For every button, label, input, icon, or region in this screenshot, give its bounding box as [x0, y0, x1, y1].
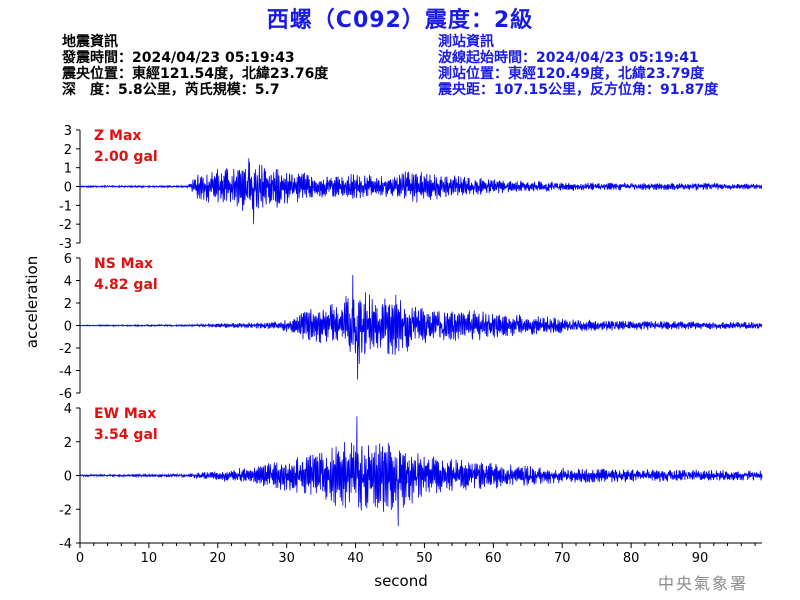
max-label-Z: Z Max — [94, 128, 141, 144]
y-tick-label-EW: 0 — [64, 470, 72, 485]
y-tick-label-NS: 4 — [64, 275, 72, 290]
y-tick-label-Z: -1 — [59, 199, 72, 214]
y-tick-label-EW: -4 — [59, 537, 72, 552]
y-tick-label-Z: -3 — [59, 237, 72, 252]
y-tick-label-Z: 2 — [64, 143, 72, 158]
y-tick-label-Z: 0 — [64, 181, 72, 196]
x-tick-label: 70 — [554, 551, 571, 566]
x-tick-label: 0 — [76, 551, 84, 566]
max-label-EW: EW Max — [94, 406, 156, 422]
y-axis-label: acceleration — [23, 256, 41, 348]
y-tick-label-NS: 2 — [64, 297, 72, 312]
y-tick-label-NS: -2 — [59, 342, 72, 357]
x-tick-label: 80 — [623, 551, 640, 566]
max-label-NS: NS Max — [94, 256, 153, 272]
x-tick-label: 10 — [141, 551, 158, 566]
y-tick-label-NS: 6 — [64, 252, 72, 267]
depth-magnitude: 深 度：5.8公里，芮氏規模：5.7 — [62, 82, 280, 98]
page-title: 西螺（C092）震度：2級 — [266, 8, 534, 33]
y-tick-label-Z: -2 — [59, 218, 72, 233]
epicenter-location: 震央位置：東經121.54度，北緯23.76度 — [62, 66, 329, 82]
max-value-EW: 3.54 gal — [94, 427, 158, 443]
y-tick-label-NS: -6 — [59, 387, 72, 402]
y-tick-label-EW: 2 — [64, 436, 72, 451]
x-tick-label: 20 — [210, 551, 227, 566]
station-info-heading: 測站資訊 — [438, 34, 494, 50]
y-tick-label-Z: 3 — [64, 124, 72, 139]
waveform-start-time: 波線起始時間：2024/04/23 05:19:41 — [438, 50, 699, 66]
max-value-Z: 2.00 gal — [94, 149, 158, 165]
y-tick-label-Z: 1 — [64, 162, 72, 177]
trace-EW — [79, 416, 763, 527]
x-tick-label: 30 — [278, 551, 295, 566]
x-tick-label: 40 — [347, 551, 364, 566]
x-tick-label: 90 — [692, 551, 709, 566]
origin-time: 發震時間：2024/04/23 05:19:43 — [62, 50, 295, 66]
max-value-NS: 4.82 gal — [94, 277, 158, 293]
earthquake-info-heading: 地震資訊 — [62, 34, 118, 50]
y-tick-label-NS: 0 — [64, 320, 72, 335]
y-tick-label-NS: -4 — [59, 365, 72, 380]
station-info: 測站資訊 波線起始時間：2024/04/23 05:19:41 測站位置：東經1… — [438, 34, 718, 98]
y-tick-label-EW: 4 — [64, 402, 72, 417]
epicentral-distance: 震央距：107.15公里，反方位角：91.87度 — [438, 82, 719, 98]
x-tick-label: 50 — [416, 551, 433, 566]
agency-watermark: 中央氣象署 — [657, 574, 748, 593]
trace-Z — [79, 158, 763, 225]
trace-NS — [79, 274, 763, 380]
y-tick-label-EW: -2 — [59, 503, 72, 518]
earthquake-info: 地震資訊 發震時間：2024/04/23 05:19:43 震央位置：東經121… — [62, 34, 328, 98]
x-tick-label: 60 — [485, 551, 502, 566]
station-location: 測站位置：東經120.49度，北緯23.79度 — [438, 66, 705, 82]
x-axis-label: second — [374, 572, 428, 590]
